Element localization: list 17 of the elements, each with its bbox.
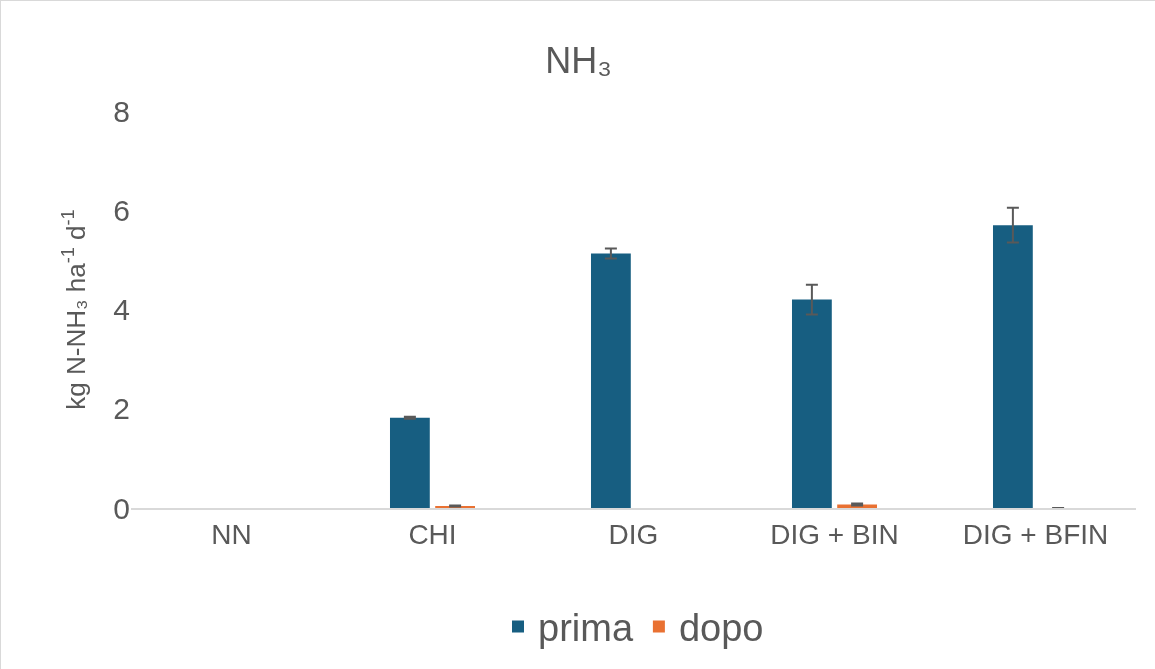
bar	[791, 299, 832, 508]
bar	[992, 225, 1033, 508]
y-tick-label: 8	[113, 94, 130, 128]
x-tick-label: NN	[211, 518, 252, 550]
y-tick-label: 4	[113, 293, 130, 326]
y-tick-label: 0	[113, 491, 130, 525]
x-tick-label: DIG	[608, 518, 659, 550]
x-tick-label: DIG + BIN	[770, 518, 899, 550]
chart-title: NH₃	[545, 40, 612, 82]
legend-label: prima	[538, 607, 634, 650]
bar	[389, 417, 430, 508]
y-tick-label: 2	[113, 392, 130, 426]
x-tick-label: DIG + BFIN	[962, 518, 1109, 550]
bar	[590, 253, 631, 508]
x-tick-label: CHI	[408, 518, 457, 550]
y-tick-label: 6	[113, 193, 130, 227]
legend-label: dopo	[678, 607, 764, 650]
